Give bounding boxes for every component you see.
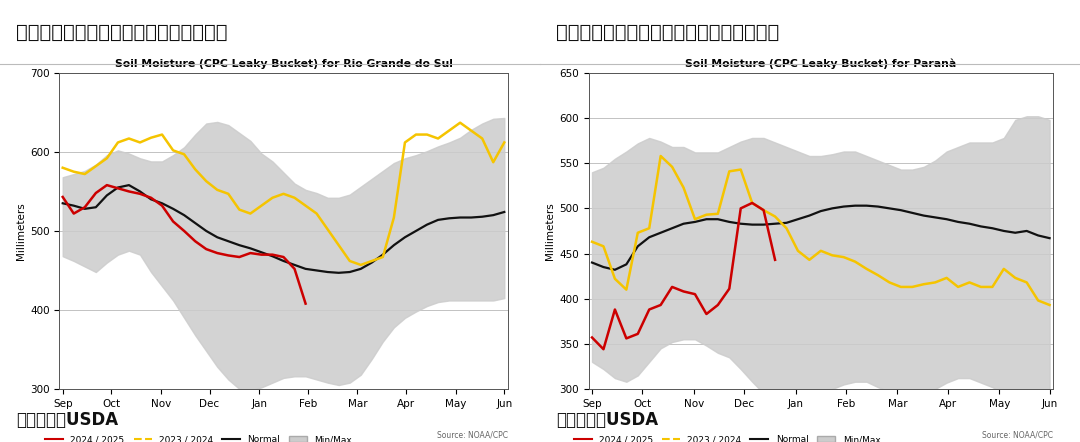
Text: 图：南里奥格兰德州土壤墒情下滑至低位: 图：南里奥格兰德州土壤墒情下滑至低位 [16,23,228,42]
Text: Source: NOAA/CPC: Source: NOAA/CPC [982,430,1053,439]
Text: Source: NOAA/CPC: Source: NOAA/CPC [436,430,508,439]
Y-axis label: Millimeters: Millimeters [545,202,555,260]
Title: Soil Moisture (CPC Leaky Bucket) for Paranà: Soil Moisture (CPC Leaky Bucket) for Par… [685,59,957,69]
Y-axis label: Millimeters: Millimeters [16,202,26,260]
Text: 图表来源：USDA: 图表来源：USDA [556,411,659,429]
Text: 图表来源：USDA: 图表来源：USDA [16,411,119,429]
Legend: 2024 / 2025, 2023 / 2024, Normal, Min/Max: 2024 / 2025, 2023 / 2024, Normal, Min/Ma… [41,431,355,442]
Text: 图：帕拉纳州土壤墒情下滑至低于去年同期: 图：帕拉纳州土壤墒情下滑至低于去年同期 [556,23,780,42]
Legend: 2024 / 2025, 2023 / 2024, Normal, Min/Max: 2024 / 2025, 2023 / 2024, Normal, Min/Ma… [570,431,885,442]
Title: Soil Moisture (CPC Leaky Bucket) for Rio Grande do Sul: Soil Moisture (CPC Leaky Bucket) for Rio… [114,59,453,69]
